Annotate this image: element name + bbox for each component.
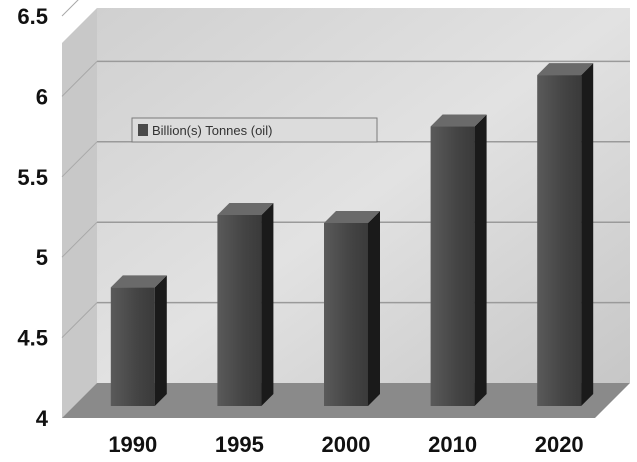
- bar-side: [154, 275, 167, 406]
- y-tick-label: 6.5: [17, 4, 48, 29]
- y-tick-label: 5.5: [17, 165, 48, 190]
- bar-front: [537, 75, 582, 407]
- y-tick-label: 4: [36, 406, 49, 431]
- legend-swatch: [138, 124, 148, 136]
- bar-top: [430, 114, 487, 127]
- gridline-side: [61, 141, 98, 178]
- legend-label: Billion(s) Tonnes (oil): [152, 123, 272, 138]
- gridline-side: [61, 302, 98, 338]
- bar-top: [537, 63, 594, 76]
- x-tick-label: 1990: [108, 432, 157, 457]
- legend: Billion(s) Tonnes (oil): [131, 117, 378, 143]
- bar: [537, 63, 594, 407]
- bar-front: [217, 214, 262, 406]
- bar: [217, 202, 274, 406]
- gridline-side: [61, 221, 98, 258]
- bar-front: [324, 223, 368, 406]
- bar-side: [581, 63, 594, 407]
- y-tick-label: 5: [36, 245, 48, 270]
- bar-top: [217, 202, 274, 215]
- gridline-side: [61, 0, 79, 17]
- x-tick-label: 2020: [535, 432, 584, 457]
- bar-front: [110, 287, 155, 406]
- gridline-side: [61, 61, 98, 97]
- bar-side: [474, 114, 487, 407]
- legend-box: [131, 117, 378, 143]
- bar: [110, 275, 167, 406]
- x-tick-label: 2000: [322, 432, 371, 457]
- y-tick-label: 4.5: [17, 326, 48, 351]
- bar: [430, 114, 487, 407]
- plot-side-wall: [62, 8, 97, 418]
- x-tick-label: 1995: [215, 432, 264, 457]
- y-tick-label: 6: [36, 84, 48, 109]
- bar-side: [261, 202, 274, 406]
- bar: [324, 211, 380, 406]
- bar-front: [430, 126, 475, 407]
- bar-top: [110, 275, 167, 288]
- bar-side: [368, 211, 380, 406]
- x-tick-label: 2010: [428, 432, 477, 457]
- bar-top: [324, 211, 380, 223]
